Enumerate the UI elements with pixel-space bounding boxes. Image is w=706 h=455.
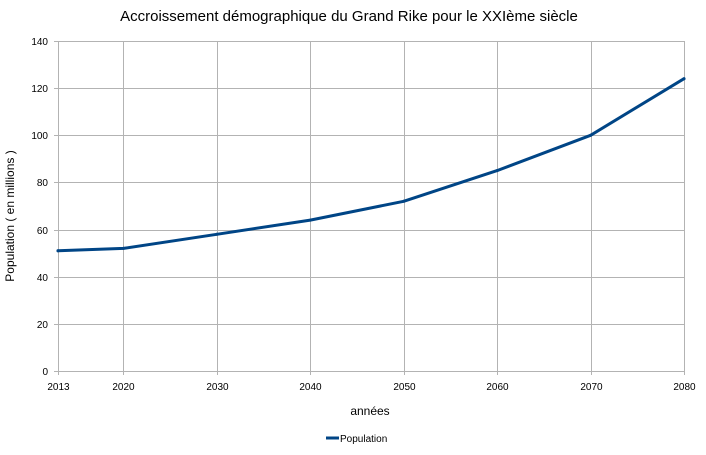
series-lines xyxy=(56,77,686,253)
y-tick-label-40: 40 xyxy=(37,273,49,284)
data-point-2013 xyxy=(56,249,60,253)
x-tick-label-2040: 2040 xyxy=(299,382,322,393)
x-tick-label-2070: 2070 xyxy=(580,382,603,393)
x-tick-label-2080: 2080 xyxy=(673,382,696,393)
axes xyxy=(54,41,685,375)
x-tick-label-2020: 2020 xyxy=(112,382,135,393)
gridlines xyxy=(58,41,685,372)
data-point-2020 xyxy=(121,246,125,250)
legend-label-population: Population xyxy=(340,434,387,445)
y-tick-label-80: 80 xyxy=(37,178,49,189)
y-axis-label: Population ( en millions ) xyxy=(3,150,17,281)
y-tick-label-0: 0 xyxy=(42,367,48,378)
y-tick-label-140: 140 xyxy=(31,37,48,48)
chart-title: Accroissement démographique du Grand Rik… xyxy=(120,8,578,25)
data-point-2040 xyxy=(308,218,312,222)
data-point-2080 xyxy=(682,77,686,81)
x-tick-label-2060: 2060 xyxy=(486,382,509,393)
x-tick-labels: 2013 2020 2030 2040 2050 2060 2070 2080 xyxy=(47,382,696,393)
y-tick-label-20: 20 xyxy=(37,320,49,331)
y-tick-label-100: 100 xyxy=(31,131,48,142)
x-tick-label-2050: 2050 xyxy=(393,382,416,393)
data-point-2050 xyxy=(402,199,406,203)
series-line-population xyxy=(56,77,686,253)
y-tick-label-60: 60 xyxy=(37,226,49,237)
legend: Population xyxy=(326,434,387,445)
x-tick-label-2013: 2013 xyxy=(47,382,70,393)
y-tick-labels: 0 20 40 60 80 100 120 140 xyxy=(31,37,48,378)
x-axis-label: années xyxy=(350,404,389,418)
data-point-2030 xyxy=(215,232,219,236)
data-point-2060 xyxy=(495,169,499,173)
data-point-2070 xyxy=(589,133,593,137)
y-tick-label-120: 120 xyxy=(31,84,48,95)
x-tick-label-2030: 2030 xyxy=(206,382,229,393)
